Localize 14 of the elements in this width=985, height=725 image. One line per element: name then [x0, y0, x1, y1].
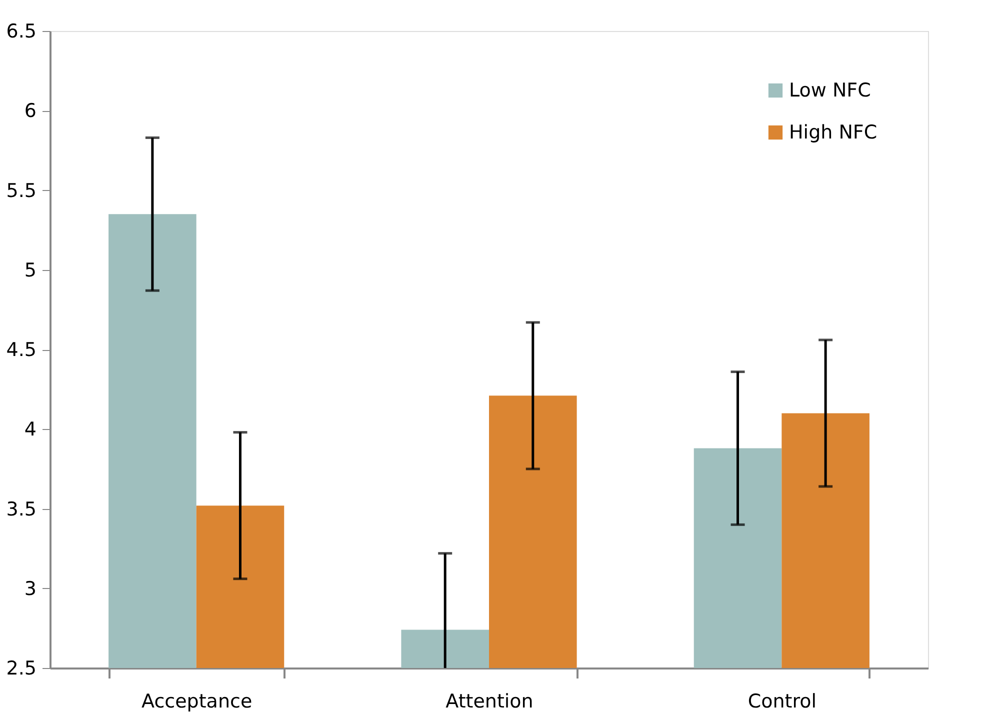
y-tick-label: 5	[24, 259, 36, 282]
y-tick-label: 6	[24, 100, 36, 122]
x-tick-label: Control	[748, 690, 817, 712]
x-tick-label: Attention	[446, 690, 534, 712]
y-tick-label: 4.5	[6, 339, 36, 361]
y-tick-label: 5.5	[6, 180, 36, 202]
legend-label: High NFC	[789, 122, 878, 144]
x-tick-label: Acceptance	[142, 690, 252, 712]
legend-label: Low NFC	[789, 80, 871, 102]
y-tick-label: 2.5	[6, 658, 36, 680]
y-tick-label: 3.5	[6, 498, 36, 520]
y-tick-label: 4	[24, 418, 36, 441]
y-tick-label: 3	[24, 578, 36, 600]
y-tick-label: 6.5	[6, 20, 36, 42]
